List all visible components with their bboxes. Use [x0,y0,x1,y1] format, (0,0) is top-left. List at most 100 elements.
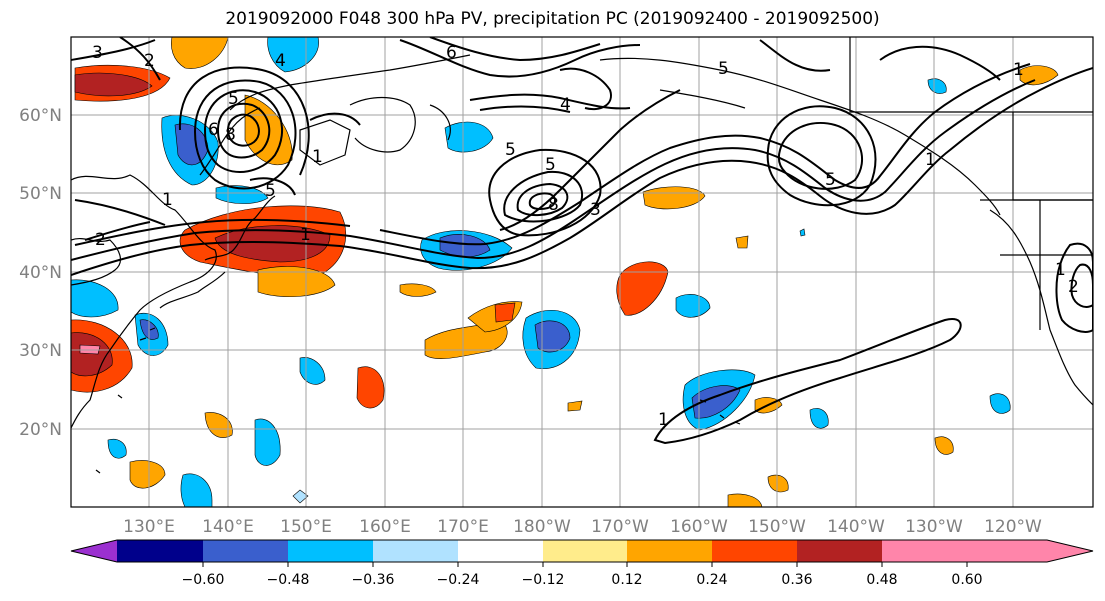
precip-blob [356,366,385,409]
contour-label: 1 [1013,60,1024,80]
contour-label: 1 [658,410,669,430]
colorbar-tick-label: −0.24 [437,572,480,588]
map-title: 2019092000 F048 300 hPa PV, precipitatio… [225,9,880,29]
contour-label: 1 [162,190,173,210]
precip-blob [809,408,829,429]
precip-blob [215,185,269,204]
map-panel: 3 2 4 5 1 6 5 8 1 5 3 6 1 2 8 5 4 5 5 1 … [71,37,1093,507]
contour-label: 2 [95,230,106,250]
precip-blob [616,261,669,316]
precip-blob [927,78,947,94]
colorbar-segment [117,540,203,562]
precip-blob [444,121,494,153]
colorbar-segment [543,540,627,562]
precip-blob [534,320,571,353]
lat-label: 40°N [19,263,62,283]
contour-label: 1 [300,225,311,245]
colorbar-tick-label: −0.36 [352,572,395,588]
colorbar-segment [712,540,797,562]
precip-blob [214,225,331,263]
precip-blob [567,400,583,412]
contour-label: 3 [590,200,601,220]
contour-label: 5 [228,89,239,109]
colorbar-tick-label: −0.48 [267,572,310,588]
contour-label: 5 [505,140,516,160]
colorbar-segment [458,540,543,562]
lon-label: 170°E [437,517,489,537]
contour-label: 4 [560,95,571,115]
precip-blob [257,266,336,298]
precip-blob [180,473,213,507]
contour-label: 2 [144,51,155,71]
lon-label: 180°W [513,517,571,537]
colorbar-tick-label: 0.24 [696,572,727,588]
contour-label: 1 [925,150,936,170]
colorbar-tick-label: 0.60 [951,572,982,588]
coastlines [71,37,1093,474]
colorbar-segment [288,540,373,562]
latitude-labels: 60°N 50°N 40°N 30°N 20°N [19,106,62,440]
contour-label: 5 [825,170,836,190]
contour-label: 2 [1068,277,1079,297]
lon-label: 160°E [359,517,411,537]
lon-label: 120°W [984,517,1042,537]
colorbar-tick-label: 0.36 [781,572,812,588]
lat-label: 50°N [19,184,62,204]
precip-blob [204,412,233,438]
precip-shading [71,37,1059,507]
precip-blob [691,385,741,419]
colorbar-segment [373,540,458,562]
colorbar-segment [882,540,967,562]
colorbar-segment [797,540,882,562]
map-frame [70,36,1094,508]
contour-label: 4 [275,51,286,71]
precip-blob [934,436,954,455]
colorbar: −0.60 −0.48 −0.36 −0.24 −0.12 0.12 0.24 … [70,539,1094,588]
colorbar-segment [71,540,117,562]
contour-label: 8 [548,195,559,215]
colorbar-tick-label: −0.60 [182,572,225,588]
precip-blob [799,228,806,237]
colorbar-outline [70,539,1094,563]
lon-label: 150°E [280,517,332,537]
contour-label: 1 [1055,260,1066,280]
lon-label: 140°W [827,517,885,537]
contour-label: 3 [92,43,103,63]
precip-blob [989,393,1011,414]
lon-label: 130°E [123,517,175,537]
precip-blob [494,302,516,323]
graticule [71,37,1093,507]
precip-blob [254,418,281,466]
colorbar-tick-label: 0.12 [611,572,642,588]
precip-blob [129,460,166,489]
pv-contours [71,37,1093,445]
lat-label: 60°N [19,106,62,126]
lon-label: 160°W [670,517,728,537]
colorbar-tick-label: −0.12 [522,572,565,588]
lon-label: 130°W [905,517,963,537]
lon-label: 150°W [748,517,806,537]
colorbar-segment [203,540,288,562]
contour-label: 6 [446,43,457,63]
contour-labels: 3 2 4 5 1 6 5 8 1 5 3 6 1 2 8 5 4 5 5 1 … [92,43,1079,430]
precip-blob [399,283,437,297]
contour-label: 6 [208,120,219,140]
lat-label: 30°N [19,341,62,361]
lat-label: 20°N [19,420,62,440]
contour-label: 5 [545,155,556,175]
precip-blob [74,72,153,97]
contour-label: 1 [312,147,323,167]
lon-label: 140°E [202,517,254,537]
lon-label: 170°W [591,517,649,537]
colorbar-segment [967,540,1093,562]
precip-blob [171,37,229,69]
precip-blob [642,186,706,210]
contour-label: 8 [225,125,236,145]
contour-label: 5 [718,59,729,79]
longitude-labels: 130°E 140°E 150°E 160°E 170°E 180°W 170°… [123,517,1042,537]
precip-blob [71,279,119,318]
precip-blob [735,235,749,249]
contour-label: 5 [265,181,276,201]
precip-blob [71,332,113,377]
